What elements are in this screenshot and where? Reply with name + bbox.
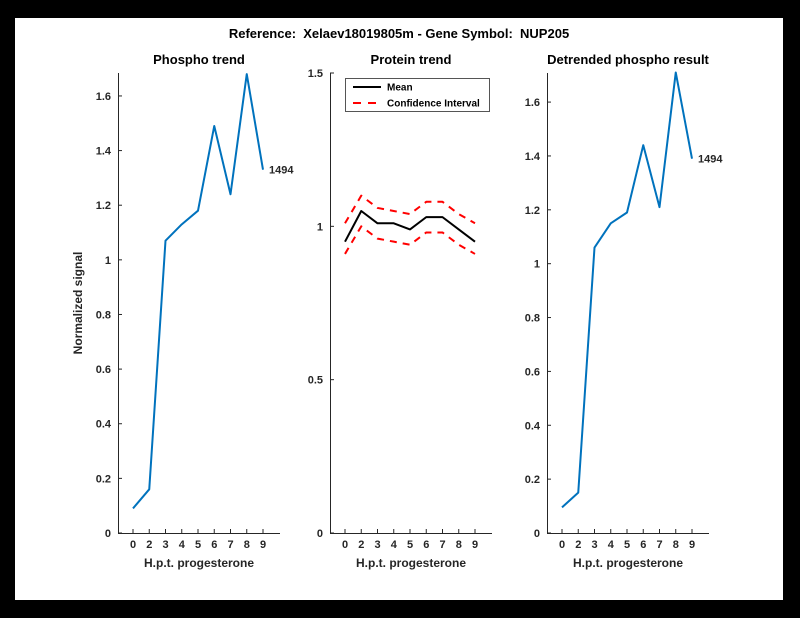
y-tick-label: 0.6 [525,366,540,378]
subplots-svg: 0 2 3 4 5 6 7 8 900.20.40.60.811.21.41.6Phospho … [71,52,724,570]
x-tick-label: 6 [640,539,646,551]
x-tick-label: 6 [423,539,429,551]
legend-entry-label: Mean [387,83,413,94]
y-axis-label: Normalized signal [71,252,85,355]
x-axis-label: H.p.t. progesterone [356,556,466,570]
y-tick-label: 0.8 [525,313,540,325]
subplot-phospho-trend: 0 2 3 4 5 6 7 8 900.20.40.60.811.21.41.6Phospho … [71,52,294,570]
subplot-title: Detrended phospho result [547,52,709,67]
figure-canvas: Reference: Xelaev18019805m - Gene Symbol… [15,18,783,600]
y-tick-label: 1.5 [308,68,323,80]
x-tick-label: 0 [342,539,348,551]
x-tick-label: 7 [227,539,233,551]
legend-box [345,78,490,112]
phospho-signal-line [132,73,264,510]
x-tick-label: 5 [407,539,413,551]
x-tick-label: 3 [162,539,168,551]
x-tick-label: 7 [656,539,662,551]
y-tick-label: 1.4 [96,146,112,158]
x-axis-label: H.p.t. progesterone [573,556,683,570]
subplot-detrended-phospho-result: 0 2 3 4 5 6 7 8 900.20.40.60.811.21.41.6Detrende… [525,52,724,570]
x-tick-label: 2 [358,539,364,551]
x-tick-label: 8 [244,539,250,551]
y-tick-label: 1 [534,259,540,271]
x-tick-label: 3 [591,539,597,551]
x-tick-label: 2 [146,539,152,551]
x-tick-label: 6 [211,539,217,551]
mean-line [344,210,476,243]
x-tick-label: 8 [673,539,679,551]
x-tick-label: 5 [624,539,630,551]
y-tick-label: 1.6 [96,91,111,103]
y-tick-label: 0 [105,528,111,540]
legend: Mean Confidence Interval [345,78,490,112]
x-tick-label: 8 [456,539,462,551]
subplot-title: Phospho trend [153,52,245,67]
x-tick-label: 5 [195,539,201,551]
x-tick-label: 9 [472,539,478,551]
y-tick-label: 0.4 [96,419,112,431]
data-point-label: 1494 [698,154,723,166]
x-tick-label: 0 [559,539,565,551]
y-tick-label: 0.5 [308,375,323,387]
y-tick-label: 0 [317,528,323,540]
ci-upper-line [344,194,476,225]
y-tick-label: 0.2 [525,474,540,486]
y-tick-label: 1.6 [525,97,540,109]
y-tick-label: 0.8 [96,309,111,321]
detrended-phospho-signal-line [561,71,693,509]
x-tick-label: 4 [608,539,615,551]
y-tick-label: 0.2 [96,473,111,485]
x-tick-label: 2 [575,539,581,551]
y-tick-label: 1 [105,255,111,267]
x-axis-label: H.p.t. progesterone [144,556,254,570]
x-tick-label: 9 [689,539,695,551]
x-tick-label: 7 [439,539,445,551]
ci-lower-line [344,225,476,255]
legend-entry-label: Confidence Interval [387,99,480,110]
y-tick-label: 0.4 [525,420,541,432]
y-tick-label: 1.4 [525,151,541,163]
x-tick-label: 3 [374,539,380,551]
y-tick-label: 1 [317,221,323,233]
y-tick-label: 1.2 [525,205,540,217]
data-point-label: 1494 [269,165,294,177]
x-tick-label: 9 [260,539,266,551]
x-tick-label: 4 [179,539,186,551]
figure-title: Reference: Xelaev18019805m - Gene Symbol… [228,26,570,41]
y-tick-label: 1.2 [96,200,111,212]
y-tick-label: 0.6 [96,364,111,376]
y-tick-label: 0 [534,528,540,540]
x-tick-label: 4 [391,539,398,551]
x-tick-label: 0 [130,539,136,551]
subplot-title: Protein trend [371,52,452,67]
